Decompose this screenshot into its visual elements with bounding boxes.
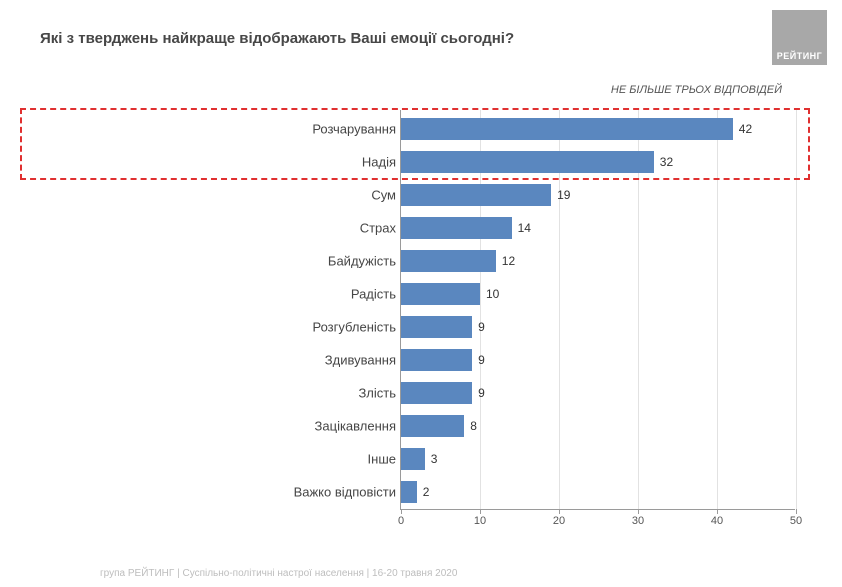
chart-area: 01020304050 Розчарування42Надія32Сум19Ст… [40,110,800,550]
chart-subtitle: НЕ БІЛЬШЕ ТРЬОХ ВІДПОВІДЕЙ [611,84,782,96]
bar-value: 9 [472,353,485,367]
xtick-label: 10 [474,509,486,527]
bar-value: 9 [472,320,485,334]
bar-label: Сум [371,187,396,202]
bar-row: Розгубленість 9 [40,310,800,343]
bar-value: 8 [464,419,477,433]
bar-value: 9 [472,386,485,400]
bar-row: Радість 10 [40,277,800,310]
bar-value: 14 [512,221,531,235]
chart-title: Які з тверджень найкраще відображають Ва… [40,30,514,47]
bar-label: Інше [368,451,396,466]
logo-badge: РЕЙТИНГ [772,10,827,65]
bar-value: 12 [496,254,515,268]
xtick-label: 30 [632,509,644,527]
bar [401,382,472,404]
bar-label: Розгубленість [312,319,396,334]
bar [401,184,551,206]
xtick-label: 20 [553,509,565,527]
bar-label: Здивування [325,352,396,367]
bar [401,283,480,305]
bar-row: Злість 9 [40,376,800,409]
bar-row: Надія 32 [40,145,800,178]
bar-label: Надія [362,154,396,169]
bar-row: Сум 19 [40,178,800,211]
bar-row: Розчарування 42 [40,112,800,145]
bar [401,415,464,437]
logo-text: РЕЙТИНГ [777,51,823,61]
bar-value: 19 [551,188,570,202]
bar-value: 2 [417,485,430,499]
bar-label: Важко відповісти [294,484,396,499]
bar-label: Байдужість [328,253,396,268]
bar-row: Здивування 9 [40,343,800,376]
bar-label: Злість [358,385,396,400]
xtick-label: 50 [790,509,802,527]
bar [401,118,733,140]
bar-row: Байдужість 12 [40,244,800,277]
bar-label: Зацікавлення [315,418,396,433]
bar-label: Розчарування [312,121,396,136]
bar [401,316,472,338]
bar-row: Важко відповісти 2 [40,475,800,508]
bar-value: 10 [480,287,499,301]
bar [401,250,496,272]
xtick-label: 40 [711,509,723,527]
bar-value: 32 [654,155,673,169]
bar-row: Страх 14 [40,211,800,244]
xtick-label: 0 [398,509,404,527]
bar-row: Зацікавлення 8 [40,409,800,442]
bar-label: Страх [360,220,396,235]
bar [401,481,417,503]
footer-text: група РЕЙТИНГ | Суспільно-політичні наст… [100,568,457,579]
bar [401,349,472,371]
bar-label: Радість [351,286,396,301]
bar-value: 3 [425,452,438,466]
bar [401,448,425,470]
bar [401,217,512,239]
bar-row: Інше 3 [40,442,800,475]
bar-value: 42 [733,122,752,136]
bar [401,151,654,173]
